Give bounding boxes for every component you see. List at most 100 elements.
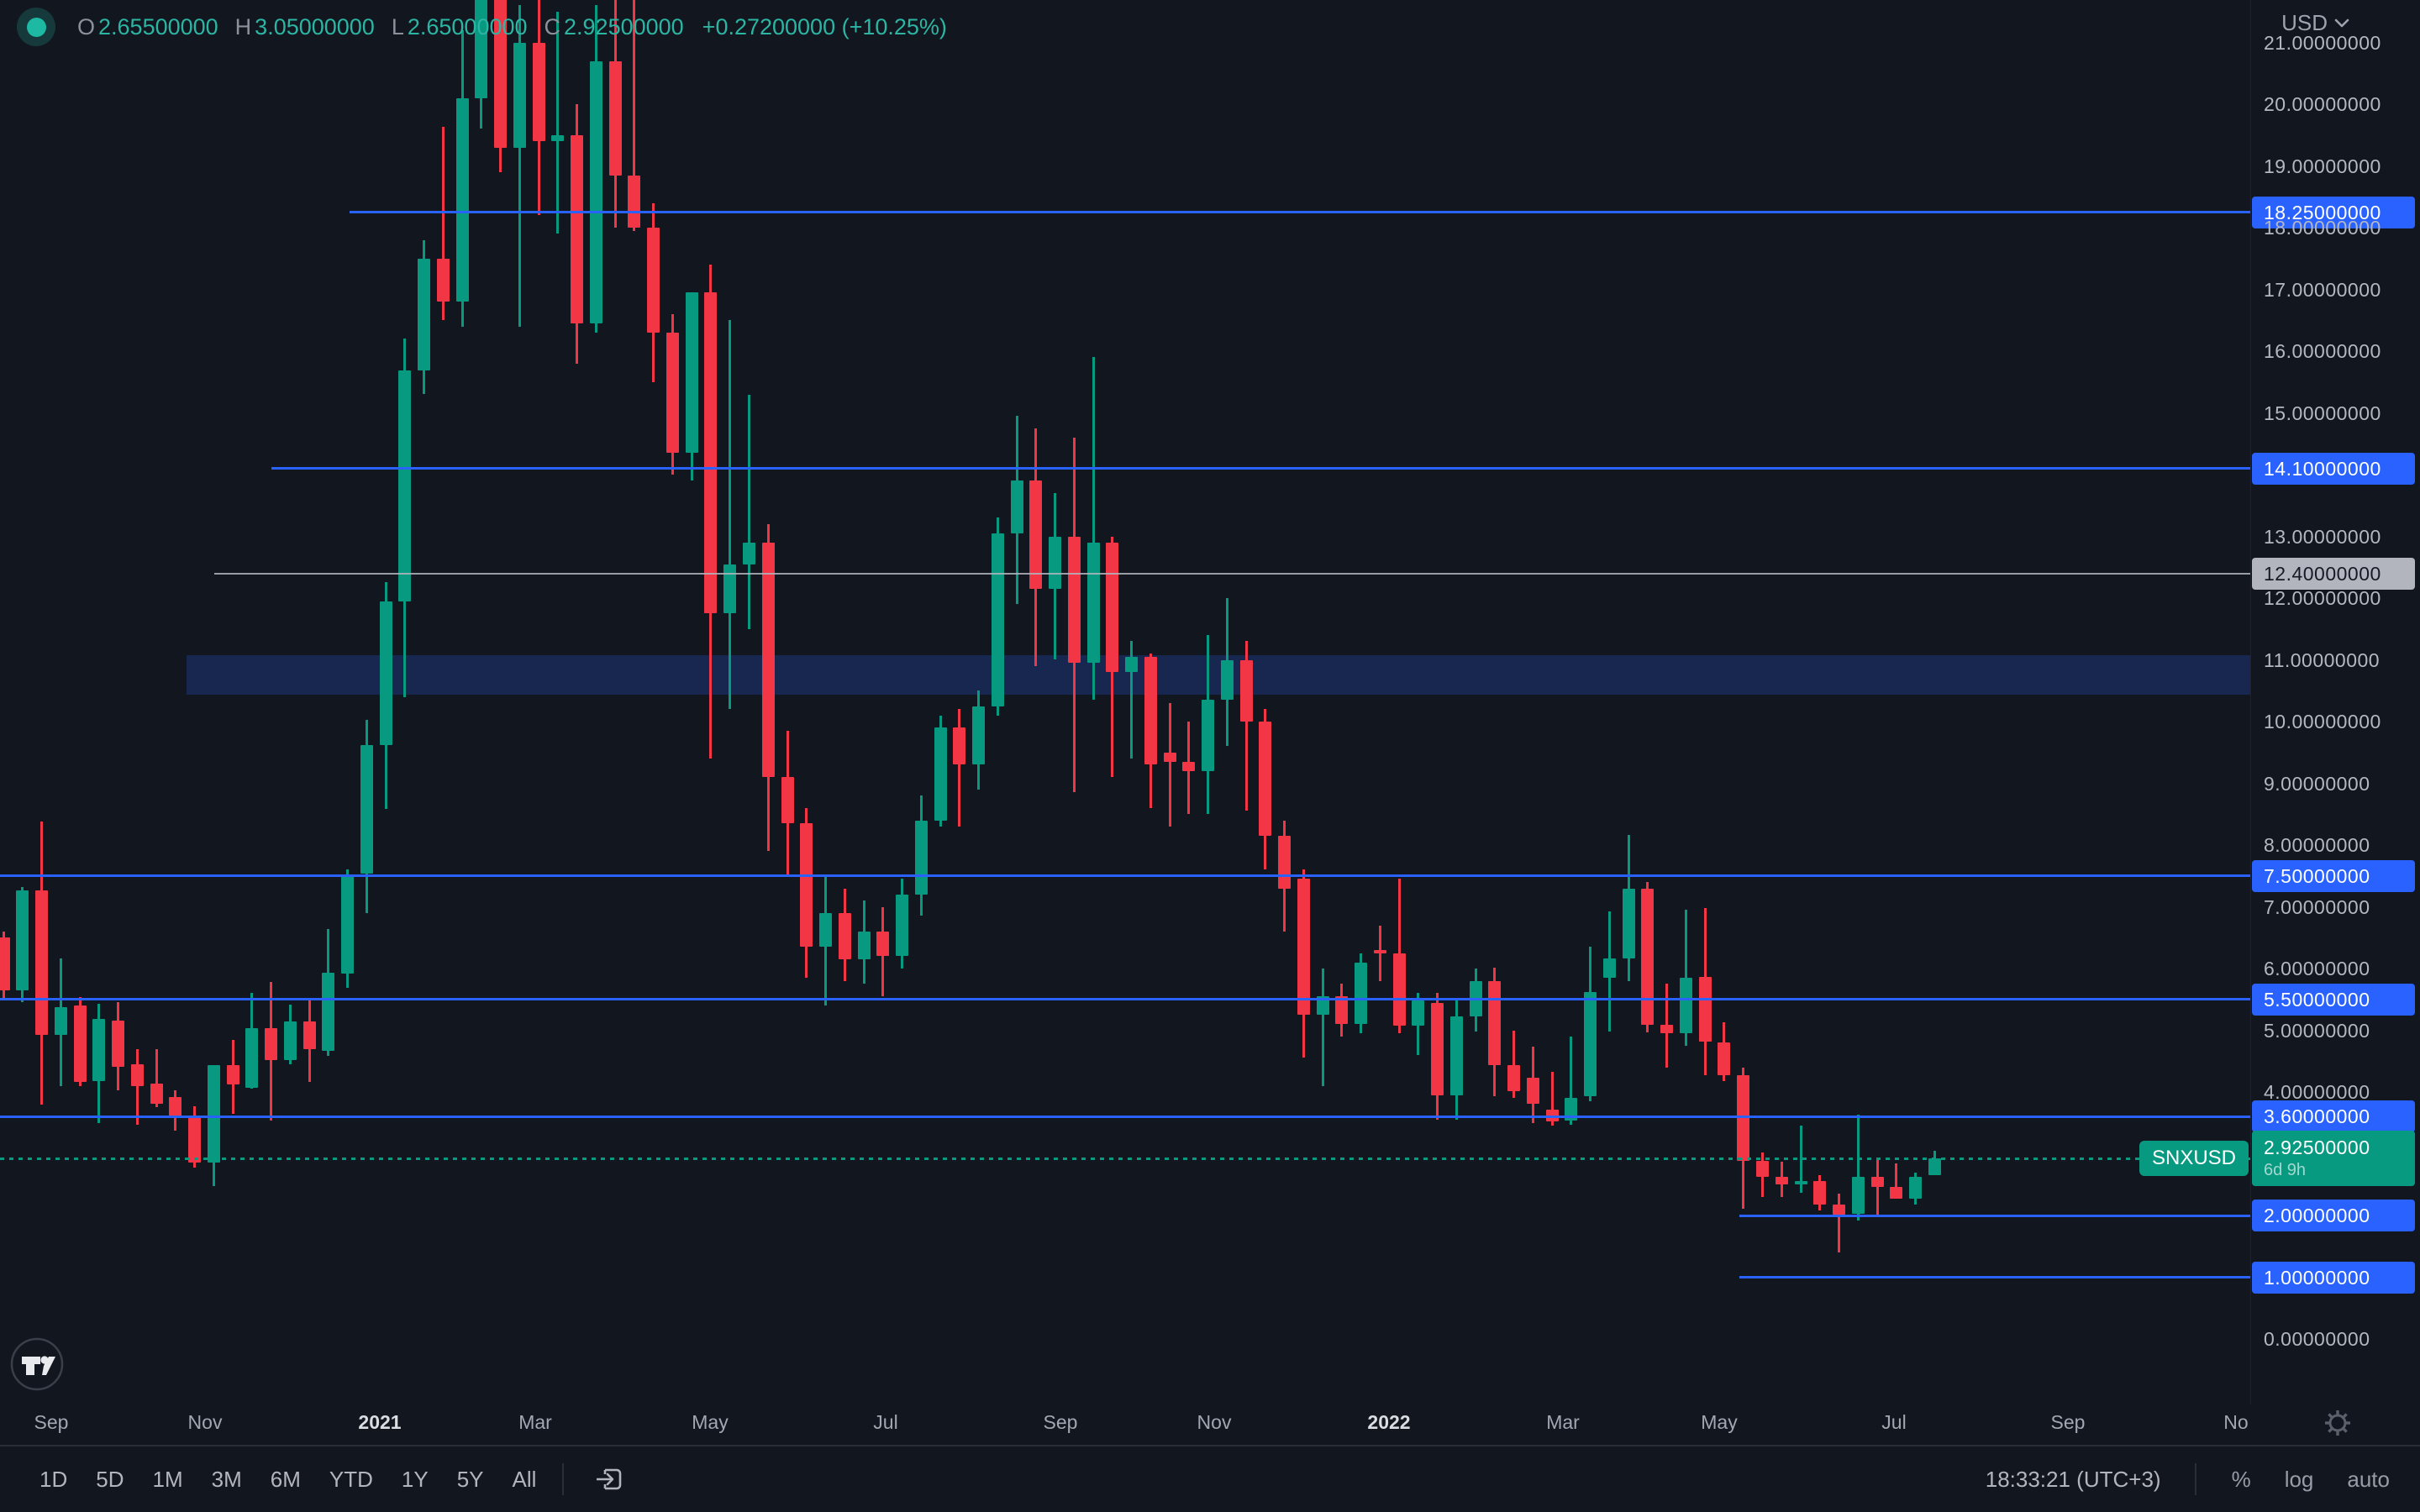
price-level-line[interactable] xyxy=(0,874,2250,878)
candle xyxy=(1851,1176,1865,1215)
price-axis-label: 17.00000000 xyxy=(2264,278,2381,301)
candle xyxy=(1622,889,1635,959)
candle xyxy=(1928,1158,1941,1175)
range-button-6M[interactable]: 6M xyxy=(270,1466,301,1492)
price-level-line[interactable] xyxy=(0,998,2250,1001)
candle xyxy=(360,744,373,874)
candle xyxy=(571,134,584,323)
time-axis-month-label: No xyxy=(2223,1411,2249,1433)
candle xyxy=(934,727,947,821)
range-button-3M[interactable]: 3M xyxy=(211,1466,242,1492)
candle xyxy=(188,1116,201,1163)
candle xyxy=(628,175,641,228)
candle xyxy=(1125,656,1138,673)
supply-zone-band[interactable] xyxy=(187,655,2250,696)
time-axis-month-label: Nov xyxy=(1197,1411,1232,1433)
candle xyxy=(1909,1177,1922,1200)
price-level-tag: 5.50000000 xyxy=(2252,983,2415,1016)
price-axis-label: 6.00000000 xyxy=(2264,958,2370,979)
candle xyxy=(1718,1042,1731,1076)
candle xyxy=(532,42,545,142)
legend-high-label: H xyxy=(234,13,252,39)
price-level-line[interactable] xyxy=(271,467,2250,470)
candle xyxy=(685,292,698,454)
candle xyxy=(1220,659,1234,701)
candle-wick xyxy=(556,11,560,234)
candle xyxy=(1565,1098,1578,1121)
time-axis[interactable]: Sep Nov 2021 Mar May Jul Sep Nov 2022 Mar May Jul Se… xyxy=(0,1404,2420,1445)
price-level-line[interactable] xyxy=(214,572,2250,575)
candle xyxy=(1010,480,1023,533)
candle xyxy=(1813,1180,1827,1205)
candle xyxy=(800,823,813,948)
time-axis-month-label: Mar xyxy=(1546,1411,1580,1433)
range-button-All[interactable]: All xyxy=(512,1466,537,1492)
price-axis-label: 15.00000000 xyxy=(2264,402,2381,424)
candle-wick xyxy=(633,0,636,231)
candle xyxy=(92,1019,106,1081)
price-level-line[interactable] xyxy=(1739,1276,2250,1278)
price-level-line[interactable] xyxy=(0,1115,2250,1118)
last-price-tag: 2.92500000 6d 9h xyxy=(2252,1131,2415,1186)
price-level-tag: 3.60000000 xyxy=(2252,1100,2415,1133)
candle xyxy=(991,533,1004,706)
candle xyxy=(1144,656,1157,765)
candle-wick xyxy=(1244,641,1248,811)
candle-wick xyxy=(729,320,732,710)
clock-label[interactable]: 18:33:21 (UTC+3) xyxy=(1985,1466,2161,1492)
percent-scale-button[interactable]: % xyxy=(2231,1466,2251,1492)
candle-wick xyxy=(1550,1071,1554,1126)
range-button-1M[interactable]: 1M xyxy=(152,1466,183,1492)
candle xyxy=(781,777,794,824)
candle-wick xyxy=(441,127,445,321)
candle xyxy=(16,890,29,991)
log-scale-button[interactable]: log xyxy=(2284,1466,2314,1492)
candle-wick xyxy=(518,5,521,327)
candle xyxy=(742,542,755,564)
legend-open-label: O xyxy=(77,13,96,39)
candle-wick xyxy=(958,709,961,827)
legend-high-value: 3.05000000 xyxy=(255,13,375,39)
toolbar-separator xyxy=(2194,1463,2196,1495)
candle xyxy=(647,228,660,333)
auto-scale-button[interactable]: auto xyxy=(2347,1466,2390,1492)
candle xyxy=(418,258,431,370)
candle-wick xyxy=(1838,1194,1840,1253)
price-axis-label: 4.00000000 xyxy=(2264,1081,2370,1103)
price-axis-label: 13.00000000 xyxy=(2264,525,2381,548)
time-axis-month-label: Nov xyxy=(187,1411,223,1433)
time-axis-month-label: Mar xyxy=(518,1411,552,1433)
range-button-5Y[interactable]: 5Y xyxy=(456,1466,484,1492)
gear-icon[interactable] xyxy=(2321,1406,2354,1440)
candle-wick xyxy=(155,1048,158,1108)
candle xyxy=(819,912,832,948)
currency-dropdown[interactable]: USD xyxy=(2281,10,2349,36)
chart-plot[interactable] xyxy=(0,0,2250,1410)
tradingview-logo[interactable] xyxy=(5,1332,69,1396)
go-to-date-button[interactable] xyxy=(594,1465,624,1494)
candle xyxy=(1756,1160,1769,1178)
candle xyxy=(1335,996,1349,1025)
price-level-tag: 7.50000000 xyxy=(2252,859,2415,892)
candle xyxy=(972,706,985,765)
range-button-1Y[interactable]: 1Y xyxy=(401,1466,429,1492)
candle xyxy=(896,894,908,957)
candle xyxy=(1679,978,1692,1034)
price-level-line[interactable] xyxy=(350,211,2250,214)
candle xyxy=(704,292,718,614)
range-button-5D[interactable]: 5D xyxy=(96,1466,124,1492)
price-level-line[interactable] xyxy=(1739,1214,2250,1217)
candle xyxy=(1355,962,1368,1025)
range-button-1D[interactable]: 1D xyxy=(39,1466,68,1492)
candle-wick xyxy=(1856,1114,1860,1221)
ohlc-legend: O 2.65500000 H 3.05000000 L 2.65000000 C… xyxy=(17,7,947,47)
candle xyxy=(1602,958,1616,978)
candle xyxy=(150,1083,163,1104)
candle-wick xyxy=(1168,702,1171,827)
candle xyxy=(1526,1078,1539,1104)
candle-wick xyxy=(1570,1036,1573,1125)
candle xyxy=(1049,536,1061,589)
range-button-YTD[interactable]: YTD xyxy=(329,1466,373,1492)
candle xyxy=(207,1065,220,1163)
candle-wick xyxy=(1895,1163,1898,1195)
